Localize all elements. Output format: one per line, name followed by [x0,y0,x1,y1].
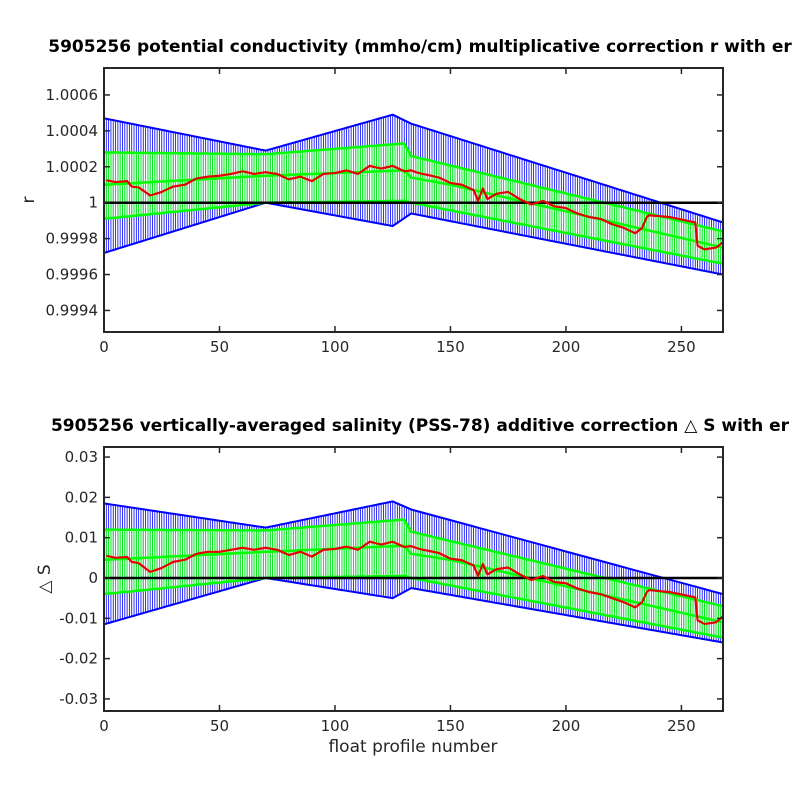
axes-box [103,446,724,712]
y-tick-label: 0.03 [65,448,98,466]
y-tick-label: 0.9994 [46,301,99,319]
x-tick-label: 100 [321,338,350,356]
y-tick-label: -0.02 [59,650,98,668]
x-tick-label: 150 [436,717,465,735]
correction-line [106,164,723,251]
x-tick-label: 150 [436,338,465,356]
y-tick-label: 0.01 [65,529,98,547]
y-tick-label: 1.0002 [46,158,99,176]
y-tick-label: -0.01 [59,609,98,627]
y-tick-label: 1.0006 [46,86,99,104]
conductivity-correction-panel: 5905256 potential conductivity (mmho/cm)… [19,37,792,356]
x-tick-label: 100 [321,717,350,735]
x-tick-label: 50 [210,338,229,356]
y-tick-label: 1.0004 [46,122,99,140]
bottom-x-axis-label: float profile number [328,737,497,757]
y-tick-label: 1 [88,194,98,212]
x-tick-label: 0 [99,338,109,356]
x-tick-label: 250 [667,338,696,356]
y-tick-label: -0.03 [59,690,98,708]
data-layer [104,113,723,276]
top-plot-area: 0 50 100 150 200 250 0.9994 0.9996 0.9998 1 1.0002… [46,67,724,356]
inner-error-envelope [104,544,723,624]
outer-error-envelope [104,500,723,596]
outer-error-envelope [104,113,723,224]
x-tick-label: 200 [552,717,581,735]
x-tick-label: 50 [210,717,229,735]
top-chart-title: 5905256 potential conductivity (mmho/cm)… [48,37,792,57]
top-y-axis-label: r [19,197,39,204]
inner-error-envelope [104,518,723,608]
x-tick-label: 250 [667,717,696,735]
x-tick-label: 0 [99,717,109,735]
y-tick-label: 0 [88,569,98,587]
salinity-correction-panel: 5905256 vertically-averaged salinity (PS… [35,416,790,757]
axes-box [103,67,724,333]
outer-error-envelope [104,576,723,644]
y-tick-label: 0.02 [65,488,98,506]
data-layer [104,500,723,644]
outer-error-envelope [104,201,723,276]
y-tick-label: 0.9998 [46,230,99,248]
inner-error-envelope [104,142,723,233]
inner-error-envelope [104,169,723,249]
correction-line [106,540,723,626]
bottom-chart-title: 5905256 vertically-averaged salinity (PS… [51,416,790,436]
y-tick-label: 0.9996 [46,266,99,284]
bottom-plot-area: 0 50 100 150 200 250 -0.03 -0.02 -0.01 0 0.01 0.02 0… [59,446,724,735]
x-tick-label: 200 [552,338,581,356]
bottom-y-axis-label: △ S [35,564,55,593]
